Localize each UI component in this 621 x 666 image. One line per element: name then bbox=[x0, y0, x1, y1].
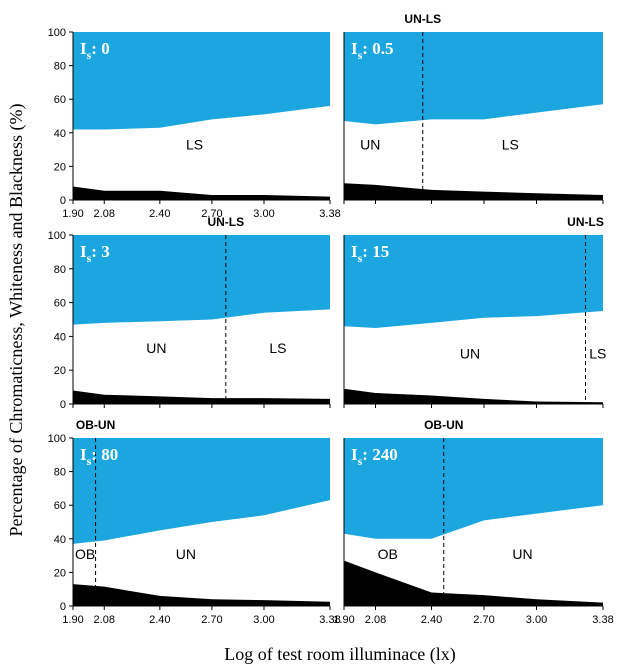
region-label: OB bbox=[75, 546, 95, 562]
panel-label-prefix: I bbox=[351, 39, 358, 58]
y-tick-label: 100 bbox=[48, 433, 66, 445]
y-tick-label: 0 bbox=[60, 399, 66, 411]
blackness-area bbox=[73, 186, 330, 200]
y-tick-label: 80 bbox=[54, 264, 66, 276]
panel-label-subscript: s bbox=[358, 454, 363, 468]
x-tick-label: 3.00 bbox=[253, 208, 274, 220]
panel-label-subscript: s bbox=[358, 251, 363, 265]
panel-label-value: : 0 bbox=[91, 39, 109, 58]
region-label: UN bbox=[360, 137, 380, 153]
whiteness-area bbox=[344, 505, 603, 606]
panel-5: 0 20 40 60 80 100 1.90 2.08 2.40 2.70 3.00 3.38 OB-U… bbox=[48, 418, 341, 626]
panel-label: Is: 240 bbox=[351, 445, 398, 468]
panel-label-prefix: I bbox=[351, 242, 358, 261]
panel-label: Is: 0 bbox=[80, 39, 110, 62]
y-tick-label: 0 bbox=[60, 195, 66, 207]
panel-label-value: : 0.5 bbox=[362, 39, 393, 58]
y-tick-label: 80 bbox=[54, 61, 66, 73]
region-label: UN bbox=[512, 546, 532, 562]
blackness-area bbox=[73, 390, 330, 404]
panels: 0 20 40 60 80 100 1.90 2.08 2.40 2.70 3.00 3.38 LS Is… bbox=[48, 12, 614, 626]
y-tick-label: 20 bbox=[54, 365, 66, 377]
y-tick-label: 40 bbox=[54, 534, 66, 546]
whiteness-area bbox=[344, 311, 603, 404]
whiteness-area bbox=[73, 105, 330, 200]
y-tick-label: 60 bbox=[54, 94, 66, 106]
x-tick-label: 2.08 bbox=[365, 614, 386, 626]
panel-6: 1.90 2.08 2.40 2.70 3.00 3.38 OB-UN OB UN Is: 240 bbox=[333, 418, 613, 626]
panel-label-value: : 240 bbox=[362, 445, 397, 464]
divider-label: OB-UN bbox=[76, 418, 115, 432]
panel-label-prefix: I bbox=[80, 39, 87, 58]
y-tick-label: 80 bbox=[54, 467, 66, 479]
blackness-area bbox=[344, 388, 603, 404]
panel-label-prefix: I bbox=[351, 445, 358, 464]
panel-2: UN-LS UN LS Is: 0.5 bbox=[343, 12, 604, 204]
panel-label-prefix: I bbox=[80, 445, 87, 464]
x-tick-label: 3.00 bbox=[526, 614, 547, 626]
blackness-area bbox=[73, 584, 330, 606]
y-axis-title: Percentage of Chromaticness, Whiteness a… bbox=[6, 103, 27, 536]
x-tick-label: 2.40 bbox=[421, 614, 442, 626]
x-tick-label: 3.38 bbox=[319, 614, 340, 626]
x-tick-label: 3.38 bbox=[319, 208, 340, 220]
panel-label-value: : 3 bbox=[91, 242, 109, 261]
panel-label-subscript: s bbox=[358, 48, 363, 62]
y-tick-label: 60 bbox=[54, 298, 66, 310]
blackness-area bbox=[344, 560, 603, 606]
region-label: LS bbox=[589, 345, 606, 361]
x-tick-label: 3.00 bbox=[253, 614, 274, 626]
panel-label-subscript: s bbox=[87, 251, 92, 265]
panel-label-prefix: I bbox=[80, 242, 87, 261]
panel-label-value: : 80 bbox=[91, 445, 118, 464]
panel-label: Is: 3 bbox=[80, 242, 110, 265]
x-tick-label: 2.70 bbox=[473, 614, 494, 626]
blackness-area bbox=[344, 183, 603, 200]
x-tick-label: 2.40 bbox=[149, 208, 170, 220]
x-tick-label: 2.70 bbox=[201, 208, 222, 220]
divider-label: UN-LS bbox=[404, 12, 441, 26]
whiteness-area bbox=[344, 104, 603, 200]
y-tick-label: 20 bbox=[54, 161, 66, 173]
region-label: UN bbox=[176, 546, 196, 562]
y-tick-label: 0 bbox=[60, 601, 66, 613]
region-label: LS bbox=[186, 137, 203, 153]
x-axis-title: Log of test room illuminace (lx) bbox=[224, 644, 455, 665]
x-tick-label: 2.70 bbox=[201, 614, 222, 626]
panel-4: UN-LS UN LS Is: 15 bbox=[343, 215, 606, 408]
region-label: UN bbox=[146, 340, 166, 356]
region-label: LS bbox=[269, 340, 286, 356]
x-tick-label: 2.40 bbox=[149, 614, 170, 626]
x-tick-label: 2.08 bbox=[94, 208, 115, 220]
panel-3: 0 20 40 60 80 100 UN-LS UN LS Is: 3 bbox=[48, 215, 331, 411]
panel-label-value: : 15 bbox=[362, 242, 389, 261]
divider-label: UN-LS bbox=[567, 215, 604, 229]
panel-label-subscript: s bbox=[87, 48, 92, 62]
x-tick-label: 3.38 bbox=[592, 614, 613, 626]
y-tick-label: 60 bbox=[54, 500, 66, 512]
x-tick-label: 1.90 bbox=[62, 208, 83, 220]
whiteness-area bbox=[73, 309, 330, 404]
whiteness-area bbox=[73, 500, 330, 606]
panel-label: Is: 15 bbox=[351, 242, 389, 265]
y-tick-label: 40 bbox=[54, 331, 66, 343]
region-label: UN bbox=[460, 345, 480, 361]
panel-label-subscript: s bbox=[87, 454, 92, 468]
y-tick-label: 20 bbox=[54, 567, 66, 579]
y-tick-label: 100 bbox=[48, 230, 66, 242]
x-tick-label: 2.08 bbox=[94, 614, 115, 626]
panel-1: 0 20 40 60 80 100 1.90 2.08 2.40 2.70 3.00 3.38 LS Is… bbox=[48, 27, 341, 220]
y-tick-label: 40 bbox=[54, 128, 66, 140]
y-tick-label: 100 bbox=[48, 27, 66, 39]
divider-label: OB-UN bbox=[424, 418, 463, 432]
panel-label: Is: 80 bbox=[80, 445, 118, 468]
x-tick-label: 1.90 bbox=[333, 614, 354, 626]
divider-label: UN-LS bbox=[207, 215, 244, 229]
region-label: LS bbox=[502, 137, 519, 153]
region-label: OB bbox=[378, 546, 398, 562]
panel-label: Is: 0.5 bbox=[351, 39, 393, 62]
x-tick-label: 1.90 bbox=[62, 614, 83, 626]
